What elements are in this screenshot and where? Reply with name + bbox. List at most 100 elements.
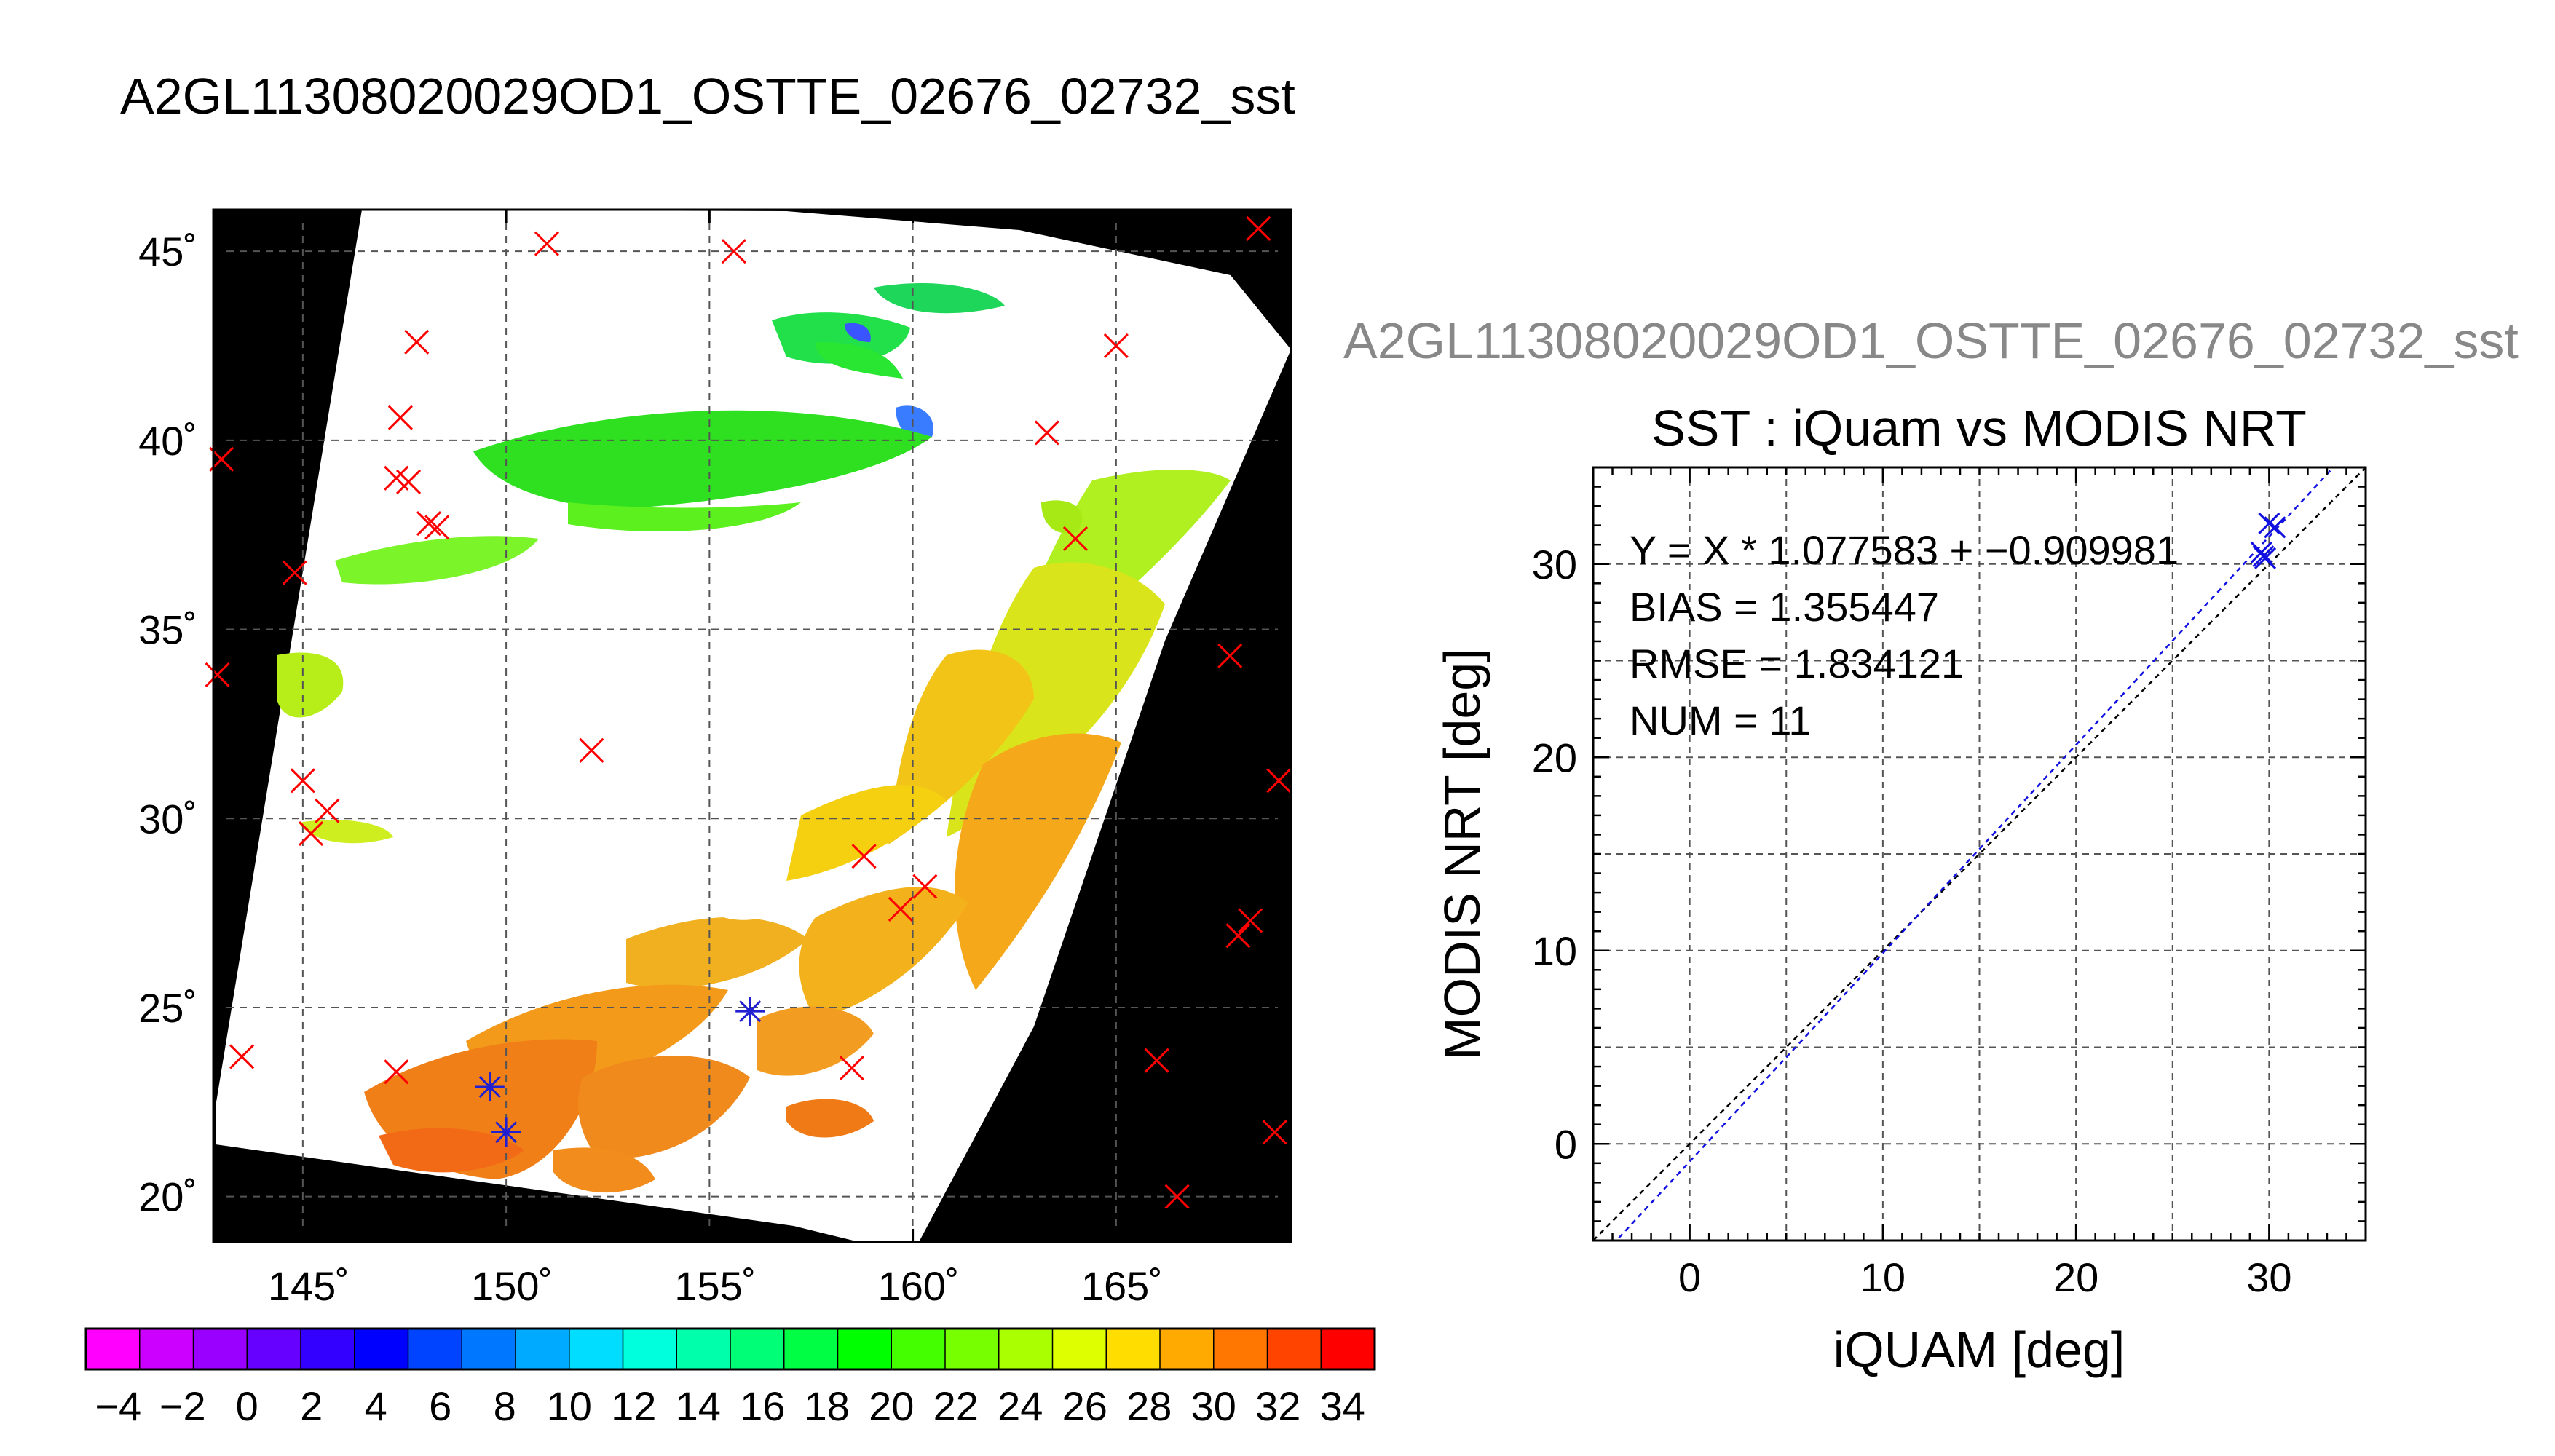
red-x-marker — [384, 1059, 409, 1085]
scatter-x-tick-labels: 0 10 20 30 — [1678, 1254, 2291, 1300]
colorbar-cell — [301, 1329, 355, 1369]
colorbar-cell — [783, 1329, 838, 1369]
red-x-marker — [396, 469, 422, 495]
scatter-x-tick-label: 0 — [1678, 1254, 1701, 1300]
red-x-marker — [1246, 215, 1271, 242]
colorbar-tick-label: 4 — [365, 1383, 387, 1429]
map-frame — [212, 208, 1292, 1243]
sst-field — [277, 283, 1231, 1193]
figure-title: A2GL11308020029OD1_OSTTE_02676_02732_sst — [120, 68, 1295, 124]
colorbar-cell — [1160, 1329, 1215, 1369]
red-x-marker — [1266, 768, 1292, 794]
colorbar-cell — [139, 1329, 194, 1369]
colorbar-cell — [730, 1329, 785, 1369]
red-x-marker — [579, 737, 604, 763]
scatter-annotation-line: BIAS = 1.355447 — [1630, 584, 1939, 630]
blue-star-marker — [475, 1072, 505, 1102]
colorbar-cell — [1321, 1329, 1375, 1369]
red-x-marker — [1144, 1048, 1169, 1073]
red-x-marker — [404, 329, 430, 355]
colorbar-tick-label: 34 — [1320, 1383, 1365, 1429]
scatter-x-tick-label: 20 — [2053, 1254, 2098, 1300]
colorbar-cell — [1052, 1329, 1107, 1369]
colorbar: −4 −2 0 2 4 6 8 10 12 14 16 18 20 22 24 26 28 30 32 34 — [84, 1327, 1376, 1429]
map-lat-label: 30˚ — [138, 796, 197, 842]
map-lat-label: 25˚ — [138, 985, 197, 1031]
colorbar-tick-label: 0 — [236, 1383, 258, 1429]
colorbar-tick-label: 14 — [676, 1383, 721, 1429]
colorbar-tick-label: 12 — [611, 1383, 656, 1429]
blue-star-marker — [735, 997, 765, 1026]
red-x-marker — [888, 896, 913, 922]
colorbar-cell — [1106, 1329, 1161, 1369]
colorbar-cell — [1267, 1329, 1322, 1369]
scatter-point — [2250, 541, 2272, 563]
colorbar-tick-labels: −4 −2 0 2 4 6 8 10 12 14 16 18 20 22 24 26 28 30 32 34 — [95, 1383, 1365, 1429]
scatter-point — [2264, 516, 2286, 539]
red-x-marker — [1164, 1184, 1190, 1209]
scatter-annotation-line: RMSE = 1.834121 — [1630, 641, 1964, 687]
scatter-points — [2250, 512, 2286, 569]
scatter-point — [2252, 545, 2275, 568]
map-lat-label: 35˚ — [138, 607, 197, 653]
colorbar-tick-label: 16 — [740, 1383, 785, 1429]
scatter-annotations: Y = X * 1.077583 + −0.909981 BIAS = 1.355… — [1630, 527, 2179, 743]
red-x-marker — [839, 1056, 864, 1081]
red-x-marker — [1225, 923, 1251, 949]
scatter-y-tick-label: 20 — [1532, 735, 1577, 780]
colorbar-cell — [623, 1329, 677, 1369]
red-x-marker — [1062, 526, 1089, 551]
map-lon-label: 145˚ — [268, 1263, 350, 1309]
colorbar-tick-label: −4 — [95, 1383, 141, 1429]
scatter-x-tick-label: 30 — [2246, 1254, 2291, 1300]
red-x-marker — [912, 874, 938, 899]
fit-line — [1615, 467, 2335, 1241]
map-tick-marks — [213, 210, 1291, 1242]
red-x-marker — [229, 1044, 255, 1069]
colorbar-cell — [193, 1329, 248, 1369]
scatter-figure-title: A2GL11308020029OD1_OSTTE_02676_02732_sst — [1343, 312, 2519, 369]
scatter-x-axis-label: iQUAM [deg] — [1833, 1321, 2125, 1378]
scatter-y-tick-labels: 0 10 20 30 — [1532, 542, 1577, 1168]
colorbar-cell — [945, 1329, 1000, 1369]
identity-line — [1593, 467, 2366, 1241]
red-x-marker — [282, 560, 307, 585]
colorbar-tick-label: 30 — [1191, 1383, 1236, 1429]
red-x-marker — [851, 844, 877, 869]
scatter-title: SST : iQuam vs MODIS NRT — [1651, 400, 2307, 456]
red-x-marker — [1262, 1120, 1287, 1145]
colorbar-cell — [1213, 1329, 1268, 1369]
scatter-x-tick-label: 10 — [1860, 1254, 1906, 1300]
colorbar-tick-label: 32 — [1255, 1383, 1300, 1429]
swath-footprint — [216, 210, 1291, 1242]
colorbar-cell — [408, 1329, 462, 1369]
colorbar-frame — [84, 1327, 1376, 1371]
colorbar-tick-label: 24 — [998, 1383, 1043, 1429]
colorbar-tick-label: 8 — [494, 1383, 516, 1429]
colorbar-tick-label: 2 — [300, 1383, 323, 1429]
map-lat-label: 45˚ — [138, 229, 197, 274]
colorbar-tick-label: 6 — [429, 1383, 451, 1429]
red-x-marker — [424, 515, 450, 540]
colorbar-cell — [837, 1329, 892, 1369]
scatter-y-tick-label: 30 — [1532, 542, 1577, 587]
red-x-marker — [534, 231, 560, 256]
red-x-marker — [416, 511, 442, 537]
red-x-marker — [1238, 908, 1263, 933]
map-markers — [205, 215, 1292, 1209]
scatter-annotation-line: NUM = 11 — [1630, 697, 1811, 743]
colorbar-cell — [86, 1329, 141, 1369]
blue-star-marker — [491, 1117, 521, 1147]
red-x-marker — [315, 798, 340, 823]
scatter-y-axis-label: MODIS NRT [deg] — [1434, 648, 1490, 1059]
colorbar-tick-label: 20 — [869, 1383, 914, 1429]
red-x-marker — [290, 768, 315, 794]
colorbar-tick-label: 10 — [547, 1383, 592, 1429]
red-x-marker — [387, 405, 413, 430]
map-lon-label: 150˚ — [471, 1263, 553, 1309]
colorbar-tick-label: 18 — [805, 1383, 850, 1429]
red-x-marker — [1217, 643, 1243, 668]
colorbar-cell — [891, 1329, 946, 1369]
scatter-point — [2258, 512, 2280, 535]
colorbar-cells — [86, 1329, 1375, 1369]
